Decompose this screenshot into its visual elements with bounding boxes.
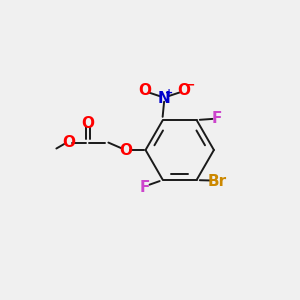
Text: O: O [177, 83, 190, 98]
Text: N: N [158, 91, 170, 106]
Text: Br: Br [208, 174, 226, 189]
Text: O: O [62, 135, 75, 150]
Text: O: O [81, 116, 94, 131]
Text: O: O [120, 142, 133, 158]
Text: +: + [165, 88, 173, 98]
Text: F: F [212, 111, 222, 126]
Text: −: − [185, 79, 195, 92]
Text: F: F [140, 179, 150, 194]
Text: O: O [138, 83, 151, 98]
